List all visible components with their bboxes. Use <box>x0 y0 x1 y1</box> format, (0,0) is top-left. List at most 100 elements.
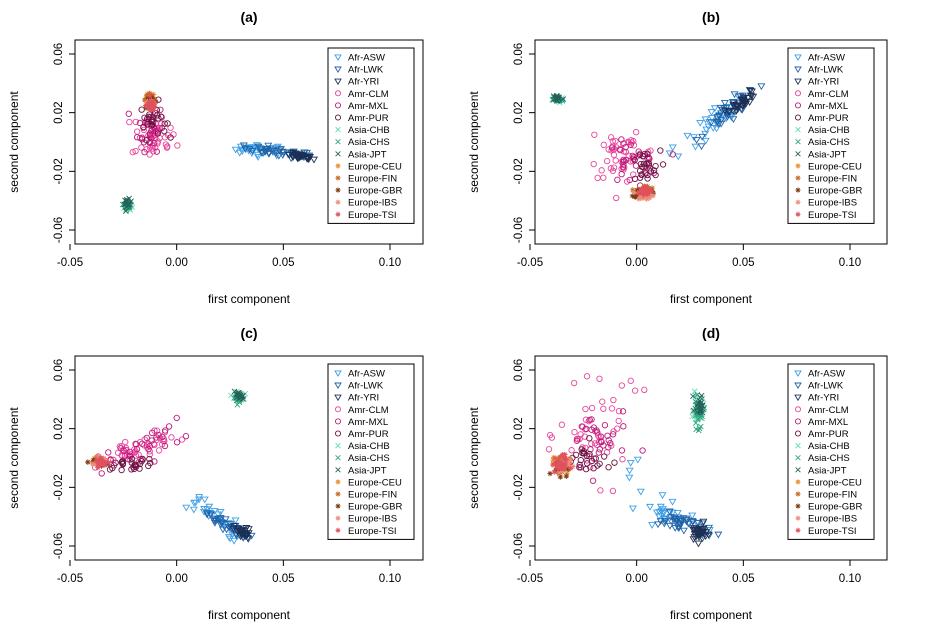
data-point <box>147 138 154 146</box>
data-point <box>278 148 287 156</box>
data-point <box>146 443 153 450</box>
data-point <box>727 114 736 122</box>
legend-entry: Amr-CLM <box>348 405 389 416</box>
data-point <box>161 442 169 450</box>
data-point <box>636 151 643 159</box>
series-asia-jpt <box>231 388 246 402</box>
data-point <box>729 116 738 124</box>
data-point <box>604 432 611 439</box>
legend-entry: Europe-IBS <box>808 198 857 209</box>
legend-marker <box>795 151 801 157</box>
data-point <box>274 152 283 160</box>
data-point <box>167 134 174 141</box>
data-point <box>704 531 713 539</box>
legend-marker <box>795 211 801 217</box>
data-point <box>567 465 574 472</box>
data-point <box>106 466 114 473</box>
data-point <box>559 453 565 459</box>
data-point <box>746 87 755 95</box>
data-point <box>105 459 112 466</box>
legend-entry: Europe-TSI <box>348 210 397 221</box>
data-point <box>591 131 598 138</box>
data-point <box>146 131 154 139</box>
data-point <box>608 144 616 151</box>
data-point <box>154 128 162 135</box>
data-point <box>164 120 171 127</box>
data-point <box>644 150 651 158</box>
legend: Afr-ASWAfr-LWKAfr-YRIAmr-CLMAmr-MXLAmr-P… <box>787 363 875 540</box>
data-point <box>247 150 256 157</box>
chart-title: (c) <box>240 325 257 341</box>
data-point <box>125 456 132 463</box>
data-point <box>617 146 624 154</box>
data-point <box>161 128 168 135</box>
data-point <box>615 417 622 425</box>
data-point <box>551 454 557 461</box>
legend-marker <box>335 175 341 181</box>
plot-frame <box>74 39 424 245</box>
data-point <box>597 487 604 494</box>
data-point <box>150 104 157 110</box>
data-point <box>609 431 617 438</box>
data-point <box>126 448 134 456</box>
data-point <box>112 459 119 466</box>
y-tick-label: 0.06 <box>53 43 65 65</box>
y-tick-label: -0.06 <box>513 533 525 559</box>
data-point <box>234 401 241 408</box>
legend-marker <box>335 503 341 509</box>
legend-entry: Europe-IBS <box>808 514 857 525</box>
data-point <box>142 97 148 103</box>
data-point <box>126 195 133 202</box>
data-point <box>631 156 638 164</box>
data-point <box>590 465 597 472</box>
x-axis-label: first component <box>208 608 291 622</box>
data-point <box>594 174 601 182</box>
legend-marker <box>335 90 342 97</box>
x-tick-label: 0.00 <box>165 573 187 585</box>
legend-marker <box>795 503 801 509</box>
data-point <box>161 120 168 127</box>
data-point <box>698 535 707 543</box>
data-point <box>264 150 273 158</box>
data-point <box>189 506 198 514</box>
legend-marker <box>795 138 801 145</box>
data-point <box>140 126 148 134</box>
data-point <box>256 145 265 153</box>
data-point <box>138 458 145 465</box>
legend-marker <box>795 491 801 497</box>
data-point <box>718 106 727 114</box>
data-point <box>605 146 612 153</box>
data-point <box>162 427 169 434</box>
data-point <box>574 436 582 443</box>
series-amr-pur <box>631 147 667 183</box>
data-point <box>144 91 151 98</box>
data-point <box>636 167 644 175</box>
data-point <box>128 455 136 463</box>
data-point <box>618 382 626 389</box>
data-point <box>554 465 561 471</box>
data-point <box>576 461 583 468</box>
legend-marker <box>795 199 801 205</box>
data-point <box>148 437 155 444</box>
data-point <box>593 427 600 434</box>
data-point <box>610 428 617 435</box>
x-tick-label: -0.05 <box>57 573 83 585</box>
data-point <box>597 438 605 445</box>
legend-entry: Asia-CHB <box>348 441 390 452</box>
series-amr-mxl <box>573 408 646 484</box>
legend-marker <box>335 467 341 473</box>
data-point <box>245 146 254 154</box>
data-point <box>570 463 576 470</box>
legend-marker <box>795 102 802 109</box>
y-tick-label: 0.06 <box>513 43 525 65</box>
data-point <box>562 461 568 467</box>
x-tick-label: 0.10 <box>839 573 861 585</box>
data-point <box>671 524 680 532</box>
y-tick-label: 0.02 <box>513 101 525 123</box>
legend-entry: Amr-MXL <box>808 417 848 428</box>
series-amr-mxl <box>98 414 190 477</box>
data-point <box>141 148 148 156</box>
x-tick-label: 0.00 <box>625 257 647 269</box>
data-point <box>138 136 146 143</box>
data-point <box>609 487 617 495</box>
